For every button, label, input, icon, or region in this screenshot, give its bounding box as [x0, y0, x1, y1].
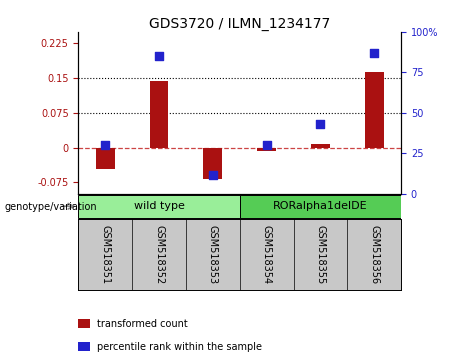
Point — [209, 172, 217, 177]
Bar — [203, 148, 222, 179]
Text: wild type: wild type — [134, 201, 184, 211]
Bar — [365, 72, 384, 148]
Text: GSM518353: GSM518353 — [208, 225, 218, 284]
Text: GSM518352: GSM518352 — [154, 225, 164, 284]
Point — [101, 143, 109, 148]
Bar — [240, 195, 401, 218]
Bar — [257, 148, 276, 152]
Text: RORalpha1delDE: RORalpha1delDE — [273, 201, 368, 211]
Text: GSM518354: GSM518354 — [261, 225, 272, 284]
Title: GDS3720 / ILMN_1234177: GDS3720 / ILMN_1234177 — [149, 17, 331, 31]
Point — [317, 121, 324, 127]
Point — [155, 53, 163, 59]
Text: GSM518356: GSM518356 — [369, 225, 379, 284]
Bar — [96, 148, 115, 169]
Point — [263, 143, 270, 148]
Bar — [78, 195, 240, 218]
Text: transformed count: transformed count — [97, 319, 188, 329]
Text: GSM518355: GSM518355 — [315, 225, 325, 284]
Bar — [311, 144, 330, 148]
Text: percentile rank within the sample: percentile rank within the sample — [97, 342, 262, 352]
Bar — [150, 81, 168, 148]
Text: GSM518351: GSM518351 — [100, 225, 110, 284]
Text: genotype/variation: genotype/variation — [5, 202, 97, 212]
Point — [371, 50, 378, 56]
